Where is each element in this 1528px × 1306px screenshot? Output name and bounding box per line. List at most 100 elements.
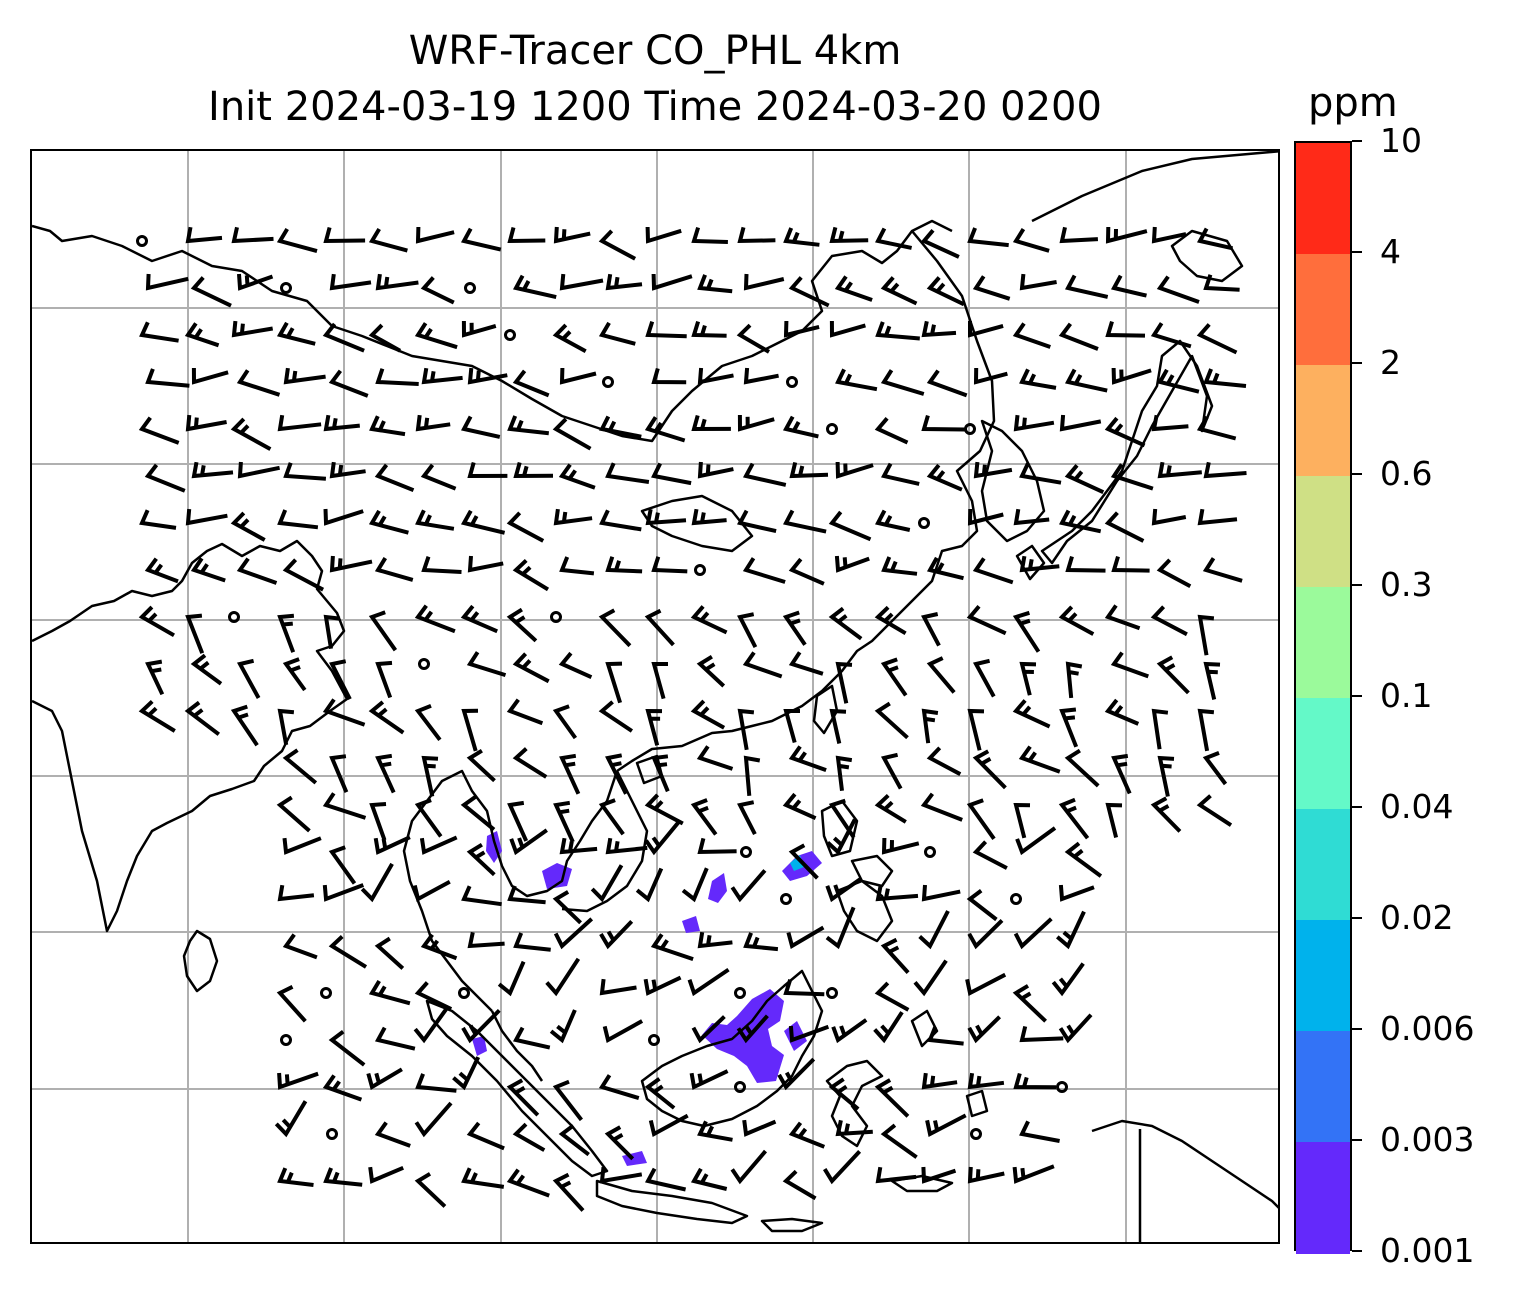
- wind-barb: [1059, 707, 1079, 748]
- wind-barb: [461, 1167, 505, 1189]
- wind-barb: [276, 985, 307, 1023]
- wind-barb: [277, 613, 296, 653]
- wind-barb: [644, 608, 675, 647]
- wind-barb: [558, 651, 593, 680]
- wind-barb: [191, 367, 229, 385]
- wind-barb: [1203, 461, 1247, 479]
- wind-barb: [1065, 661, 1083, 699]
- wind-barb: [466, 748, 496, 783]
- wind-barb: [783, 320, 820, 338]
- wind-barb: [690, 699, 726, 730]
- wind-barb: [921, 884, 961, 902]
- wind-barb: [973, 367, 1008, 385]
- wind-barb: [368, 700, 405, 735]
- wind-barb: [651, 754, 670, 793]
- wind-barb: [375, 273, 419, 291]
- wind-barb: [635, 867, 664, 903]
- coastline-sakhalin-russia: [1031, 151, 1278, 223]
- wind-barb: [737, 708, 755, 751]
- wind-barb: [277, 1167, 314, 1187]
- wind-barb: [237, 273, 274, 291]
- wind-barb: [788, 745, 827, 772]
- wind-barb: [276, 227, 318, 254]
- wind-barb: [145, 368, 190, 388]
- wind-barb: [185, 508, 228, 526]
- wind-barb: [452, 1056, 481, 1091]
- wind-barb: [506, 698, 544, 726]
- tracer-patch-sarawak: [708, 873, 727, 903]
- map-panel[interactable]: [30, 149, 1280, 1244]
- wind-barb: [375, 753, 396, 794]
- wind-barb: [697, 461, 734, 479]
- wind-barb: [1051, 962, 1085, 997]
- wind-barb: [598, 229, 637, 261]
- wind-barb: [512, 369, 550, 398]
- wind-barb: [139, 509, 177, 530]
- wind-barb: [1019, 368, 1057, 390]
- wind-barb: [1203, 661, 1221, 700]
- calm-wind-marker: [602, 376, 614, 388]
- wind-barb: [368, 610, 398, 652]
- wind-barb: [875, 227, 913, 250]
- wind-barb: [782, 415, 819, 439]
- wind-barb: [190, 276, 232, 308]
- wind-barb: [1064, 748, 1100, 788]
- wind-barb: [920, 792, 963, 822]
- wind-barb: [737, 612, 758, 649]
- wind-barb: [788, 1024, 830, 1043]
- wind-barb: [374, 936, 405, 970]
- coastline-moluccas: [965, 1089, 989, 1118]
- wind-barb: [835, 661, 853, 704]
- wind-barb: [742, 557, 786, 584]
- wind-barb: [645, 708, 663, 746]
- wind-barb: [559, 753, 581, 795]
- wind-barb: [553, 917, 594, 950]
- wind-barb: [329, 754, 349, 793]
- wind-barb: [737, 414, 775, 432]
- wind-barb: [322, 698, 366, 727]
- calm-wind-marker: [1010, 893, 1022, 905]
- wind-barb: [782, 1169, 817, 1201]
- wind-barb: [967, 508, 1004, 526]
- coastline-great-lakes-china: [640, 494, 754, 553]
- wind-barb: [145, 273, 189, 291]
- wind-barb: [1110, 274, 1147, 298]
- wind-barb: [880, 752, 903, 790]
- wind-barb: [605, 753, 628, 795]
- wind-barb: [972, 275, 1011, 301]
- wind-barb: [138, 699, 176, 733]
- wind-barb: [467, 367, 508, 385]
- coastline-timor: [890, 1174, 954, 1193]
- wind-barb: [874, 1078, 910, 1118]
- wind-barb: [558, 463, 596, 490]
- wind-barb: [967, 708, 985, 751]
- wind-barb: [467, 461, 508, 479]
- colorbar-tick-label: 2: [1380, 343, 1401, 382]
- wind-barb: [968, 321, 1004, 338]
- colorbar-tick-label: 0.04: [1380, 787, 1454, 826]
- wind-barb: [1105, 321, 1146, 338]
- wind-barb: [323, 1167, 363, 1187]
- wind-barb: [696, 745, 734, 771]
- wind-barb: [1056, 910, 1086, 950]
- wind-barb: [645, 321, 687, 339]
- colorbar-tick: [1352, 362, 1362, 364]
- wind-barb: [373, 835, 411, 855]
- colorbar-tick: [1352, 140, 1362, 142]
- colorbar-tick-label: 0.006: [1380, 1009, 1475, 1048]
- wind-barb: [552, 704, 578, 740]
- wind-barb: [558, 1124, 590, 1157]
- wind-barb: [553, 226, 591, 244]
- wind-barb: [1104, 604, 1141, 631]
- wind-barb: [1203, 274, 1240, 292]
- wind-barb: [788, 276, 830, 308]
- calm-wind-marker: [734, 1081, 746, 1093]
- wind-barb: [643, 975, 682, 996]
- wind-barb: [967, 918, 1004, 950]
- wind-barb: [880, 1123, 918, 1159]
- wind-barb: [835, 461, 874, 479]
- wind-barb: [237, 461, 281, 479]
- wind-barb: [420, 463, 457, 491]
- coastline-malay-peninsula: [490, 1010, 544, 1082]
- wind-barb: [598, 1074, 640, 1101]
